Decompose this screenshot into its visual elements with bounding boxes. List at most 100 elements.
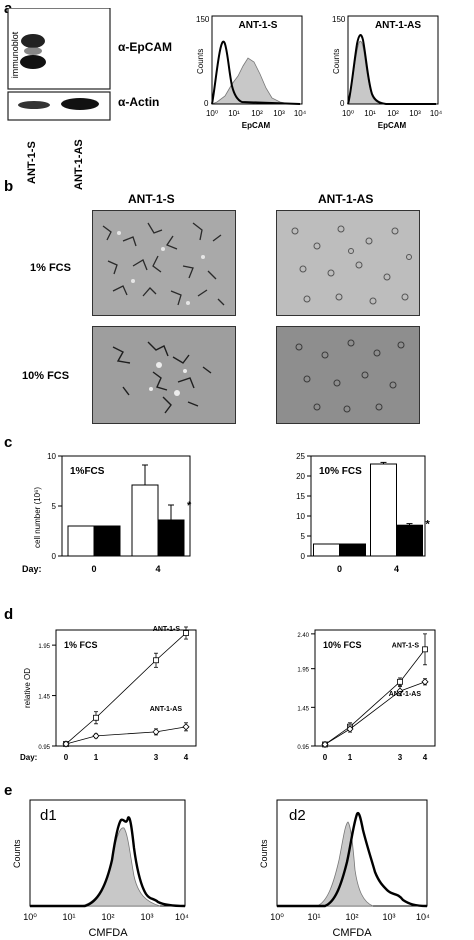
series-label-s: ANT-1-S: [153, 626, 181, 633]
flow-histogram-s: 150 0 ANT-1-S EpCAM Counts 10⁰ 10¹ 10² 1…: [196, 15, 307, 130]
series-label-as: ANT-1-AS: [389, 691, 422, 698]
y-tick-label: 0: [301, 552, 306, 561]
series-line: [324, 649, 426, 745]
flow-s-title: ANT-1-S: [239, 20, 278, 31]
flow-d1-xtick: 10³: [140, 912, 153, 922]
flow-s-xlabel: EpCAM: [242, 121, 271, 130]
bar-chart-1fcs: 1%FCS 0 5 10 cell number (10⁶) 0 4 * Day:: [22, 452, 192, 574]
flow-histogram-d2: d2 Counts CMFDA 10⁰ 10¹ 10² 10³ 10⁴: [259, 799, 430, 939]
y-tick-label: 1.95: [38, 644, 50, 650]
y-tick-label: 0.95: [297, 745, 309, 751]
square-marker: [422, 646, 428, 653]
flow-d2-tag: d2: [289, 807, 306, 824]
epcam-band-upper: [21, 34, 45, 48]
micrograph-s-10fcs: [92, 326, 236, 424]
day-label: Day:: [20, 753, 37, 762]
bar-chart-10fcs: 10% FCS 0 5 10 15 20 25 0 4 *: [296, 452, 431, 574]
diamond-marker: [321, 740, 329, 749]
flow-s-ymin: 0: [204, 99, 209, 108]
x-tick-label: 0: [337, 564, 342, 574]
line-chart-10fcs: 10% FCS 0.95 1.45 1.95 2.40 0 1 3 4 ANT-1-S ANT-1-…: [297, 629, 436, 762]
flow-as-ymax: 150: [332, 15, 346, 24]
x-tick-label: 3: [154, 753, 159, 762]
series-line: [65, 632, 187, 745]
flow-as-ymin: 0: [340, 99, 345, 108]
bar: [131, 484, 159, 557]
x-tick-label: 0: [91, 564, 96, 574]
micrograph-col-s: ANT-1-S: [128, 192, 175, 206]
chart-title: 10% FCS: [319, 466, 362, 477]
square-marker: [93, 714, 99, 721]
micrograph-row-10fcs: 10% FCS: [22, 370, 70, 382]
y-tick-label: 5: [52, 502, 57, 511]
x-tick-label: 0: [323, 753, 328, 762]
bar: [93, 525, 121, 557]
series-line: [65, 726, 187, 745]
diamond-marker: [62, 740, 70, 748]
x-tick-label: 1: [94, 753, 99, 762]
bar: [339, 543, 366, 557]
bar: [396, 524, 423, 557]
flow-s-xtick: 10²: [251, 109, 263, 118]
panel-e-letter: e: [4, 782, 13, 799]
flow-s-xtick: 10⁴: [294, 109, 307, 118]
flow-s-xtick: 10¹: [228, 109, 240, 118]
flow-as-title: ANT-1-AS: [375, 20, 421, 31]
flow-as-xlabel: EpCAM: [378, 121, 407, 130]
day-label: Day:: [22, 564, 42, 574]
x-tick-label: 4: [394, 564, 399, 574]
chart-title: 10% FCS: [323, 640, 362, 650]
square-marker: [153, 657, 159, 664]
micrograph-as-10fcs: [276, 326, 420, 424]
flow-as-ylabel: Counts: [332, 49, 341, 74]
bar: [313, 543, 340, 557]
flow-s-xtick: 10⁰: [206, 109, 218, 118]
flow-histogram-d1: d1 Counts CMFDA 10⁰ 10¹ 10² 10³ 10⁴: [12, 799, 189, 939]
actin-band-as: [61, 98, 99, 110]
chart-title: 1% FCS: [64, 640, 98, 650]
flow-as-xtick: 10³: [409, 109, 421, 118]
y-tick-label: 10: [47, 452, 56, 461]
blot-band-label-epcam: α-EpCAM: [118, 40, 173, 54]
flow-histogram-as: 150 0 ANT-1-AS EpCAM Counts 10⁰ 10¹ 10² …: [332, 15, 443, 130]
panel-d-letter: d: [4, 606, 14, 623]
flow-d2-ylabel: Counts: [259, 839, 269, 868]
diamond-marker: [92, 732, 100, 740]
y-tick-label: 5: [301, 532, 306, 541]
y-tick-label: 25: [296, 452, 305, 461]
y-tick-label: 0: [52, 552, 57, 561]
flow-d2-xlabel: CMFDA: [332, 927, 372, 939]
bar: [157, 519, 185, 557]
y-tick-label: 1.95: [297, 668, 309, 674]
flow-s-ylabel: Counts: [196, 49, 205, 74]
y-tick-label: 20: [296, 472, 305, 481]
flow-as-xtick: 10⁰: [342, 109, 354, 118]
flow-d1-ylabel: Counts: [12, 839, 22, 868]
flow-as-xtick: 10²: [387, 109, 399, 118]
micrograph-s-1fcs: [92, 210, 236, 316]
series-label-s: ANT-1-S: [392, 642, 420, 649]
flow-s-xtick: 10³: [273, 109, 285, 118]
diamond-marker: [396, 687, 404, 695]
blot-band-label-actin: α-Actin: [118, 95, 160, 109]
x-tick-label: 0: [64, 753, 69, 762]
flow-d2-xtick: 10¹: [307, 912, 320, 922]
micrograph-as-1fcs: [276, 210, 420, 316]
micrograph-row-1fcs: 1% FCS: [30, 262, 71, 274]
line-chart-1fcs: 1% FCS 0.95 1.45 1.95 relative OD 0 1 3 4 Day: ANT…: [20, 626, 197, 762]
significance-star: *: [187, 500, 192, 512]
significance-star: *: [426, 519, 431, 531]
series-label-as: ANT-1-AS: [150, 706, 183, 713]
flow-d2-xtick: 10⁰: [270, 912, 284, 922]
bar: [67, 525, 95, 557]
blot-lane-label-s: ANT-1-S: [26, 141, 38, 184]
x-tick-label: 3: [398, 753, 403, 762]
flow-d2-xtick: 10³: [382, 912, 395, 922]
y-tick-label: 10: [296, 512, 305, 521]
flow-d1-xtick: 10⁰: [23, 912, 37, 922]
chart-title: 1%FCS: [70, 466, 105, 477]
epcam-band-lower: [20, 55, 46, 69]
flow-d1-tag: d1: [40, 807, 57, 824]
series-line: [324, 681, 426, 745]
flow-s-ymax: 150: [196, 15, 210, 24]
